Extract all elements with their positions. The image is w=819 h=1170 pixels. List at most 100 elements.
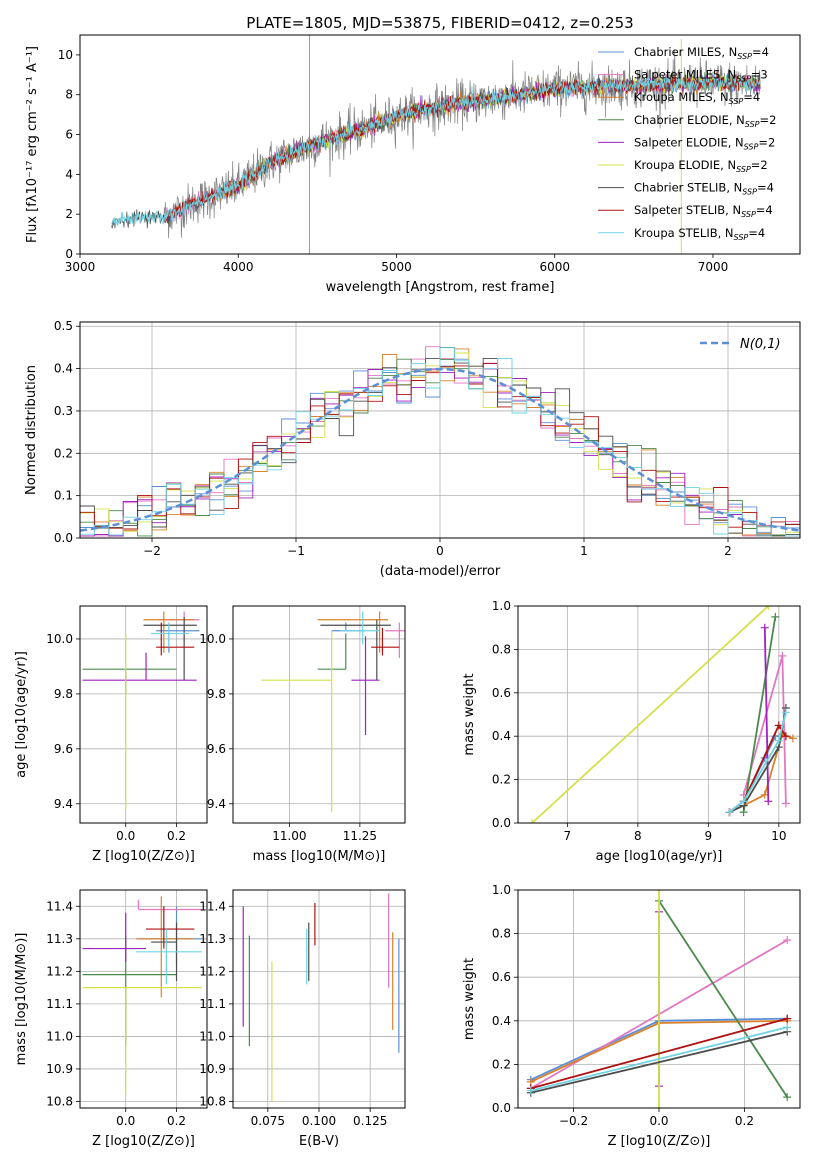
grid-age_vs_mass [233,606,405,823]
y-axis-label: mass weight [462,673,477,755]
y-tick-label: 9.8 [54,687,73,701]
y-tick-label: 9.4 [207,797,226,811]
y-tick-label: 0.2 [492,1057,511,1071]
y-axis-label: mass [log10(M/M⊙)] [14,933,29,1066]
y-tick-label: 0.2 [54,446,73,460]
axes-age_vs_mass: 11.00 11.25 9.4 9.6 9.8 10.0 mass [log10(M/M⊙)… [199,605,406,864]
legend-label-salpeter_stelib: Salpeter STELIB, NSSP=4 [634,203,773,219]
y-tick-label: 0.2 [492,773,511,787]
weight-marker-kroupa_stelib [783,1023,792,1032]
grid-age_vs_Z [80,606,207,823]
x-axis-label: Z [log10(Z/Z⊙)] [92,849,195,864]
x-tick-label: 0.2 [167,1114,186,1128]
x-tick-label: 0.2 [735,1114,754,1128]
x-tick-label: 5000 [381,260,412,274]
plot-area-massweight_vs_Z [526,890,792,1108]
y-tick-label: 11.1 [46,997,73,1011]
x-axis-label: E(B-V) [299,1134,339,1149]
y-tick-label: 0.0 [492,816,511,830]
weight-line-chabrier_elodie [658,900,788,1098]
y-tick-label: 11.4 [199,899,226,913]
x-axis-label: mass [log10(M/M⊙)] [253,849,386,864]
axes-age_vs_Z: 0.0 0.2 9.4 9.6 9.8 10.0 Z [log10(Z/Z⊙)] age [l… [14,605,208,864]
y-tick-label: 10.8 [199,1094,226,1108]
x-tick-label: 0.125 [353,1114,387,1128]
weight-marker-kroupa_elodie [764,606,773,610]
legend: Chabrier MILES, NSSP=4 Salpeter MILES, NS… [598,45,776,242]
x-tick-label: 10 [771,829,786,843]
axes-frame [79,889,208,1109]
y-tick-label: 0.4 [54,362,73,376]
legend-label-chabrier_stelib: Chabrier STELIB, NSSP=4 [634,181,774,197]
legend-label-kroupa_elodie: Kroupa ELODIE, NSSP=2 [634,158,768,174]
weight-line-kroupa_stelib [728,712,787,813]
y-tick-label: 11.0 [46,1029,73,1043]
y-tick-label: 9.4 [54,797,73,811]
axes-frame [79,605,208,824]
plot-area-mass_vs_ebv [242,893,400,1102]
y-tick-label: 0.4 [492,729,511,743]
weight-marker-kroupa_stelib [725,808,734,817]
x-tick-label: 11.00 [272,829,306,843]
y-tick-label: 0.8 [492,927,511,941]
plot-area-age_vs_Z [82,611,200,810]
weight-marker-salpeter_elodie [764,797,773,806]
y-tick-label: 11.0 [199,1029,226,1043]
x-tick-label: 6000 [539,260,570,274]
x-tick-label: −0.2 [559,1114,588,1128]
model-spectrum-salpeter_stelib [163,71,761,224]
weight-line-chabrier_elodie [742,616,777,813]
y-tick-label: 0 [65,247,73,261]
y-tick-label: 11.3 [46,932,73,946]
y-tick-label: 10 [58,48,73,62]
y-tick-label: 0.5 [54,319,73,333]
legend-label-kroupa_miles: Kroupa MILES, NSSP=4 [634,90,760,106]
x-tick-label: 0.2 [167,829,186,843]
x-tick-label: 4000 [223,260,254,274]
weight-marker-salpeter_miles [781,799,790,808]
y-tick-label: 8 [65,88,73,102]
x-tick-label: 0 [436,544,444,558]
y-tick-label: 11.3 [199,932,226,946]
grid-mass_vs_Z [80,890,207,1108]
weight-marker-kroupa_stelib [739,797,748,806]
y-tick-label: 10.9 [46,1062,73,1076]
y-tick-label: 0.4 [492,1014,511,1028]
y-axis-label: Flux [fλ10⁻¹⁷ erg cm⁻² s⁻¹ A⁻¹] [25,46,40,243]
y-tick-label: 6 [65,128,73,142]
x-tick-label: 7 [564,829,572,843]
legend-label-salpeter_elodie: Salpeter ELODIE, NSSP=2 [634,135,775,151]
legend-label-kroupa_stelib: Kroupa STELIB, NSSP=4 [634,226,765,242]
x-axis-label: (data-model)/error [380,564,501,579]
grid-massweight_vs_age [518,605,800,824]
legend-label-chabrier_miles: Chabrier MILES, NSSP=4 [634,45,769,61]
x-tick-label: 2 [724,544,732,558]
axes-residuals: −2 −1 0 1 2 0.0 0.1 0.2 0.3 0.4 0.5 (data-model)/er… [24,319,801,579]
axes-frame [232,889,406,1109]
histogram-kroupa_stelib [80,347,800,537]
chart-title: PLATE=1805, MJD=53875, FIBERID=0412, z=0… [246,14,633,32]
y-tick-label: 0.6 [492,686,511,700]
x-tick-label: 1 [580,544,588,558]
weight-marker-kroupa_elodie [528,819,537,823]
weight-line-chabrier_stelib [530,1030,788,1094]
y-tick-label: 10.9 [199,1062,226,1076]
weight-line-salpeter_elodie [763,627,770,802]
x-tick-label: 0.100 [302,1114,336,1128]
y-tick-label: 11.2 [46,964,73,978]
x-tick-label: 7000 [698,260,729,274]
weight-marker-salpeter_miles [778,651,787,660]
x-tick-label: 0.0 [116,1114,135,1128]
model-spectrum-kroupa_stelib [111,73,761,227]
weight-marker-kroupa_stelib [781,708,790,717]
y-tick-label: 1.0 [492,883,511,897]
x-tick-label: 8 [634,829,642,843]
y-tick-label: 9.8 [207,687,226,701]
weight-line-kroupa_stelib [530,1026,788,1092]
y-tick-label: 0.3 [54,404,73,418]
x-axis-label: Z [log10(Z/Z⊙)] [608,1134,711,1149]
x-axis-label: age [log10(age/yr)] [596,849,723,864]
y-tick-label: 1.0 [492,599,511,613]
y-axis-label: Normed distribution [24,365,39,495]
legend-label-salpeter_miles: Salpeter MILES, NSSP=3 [634,68,768,84]
